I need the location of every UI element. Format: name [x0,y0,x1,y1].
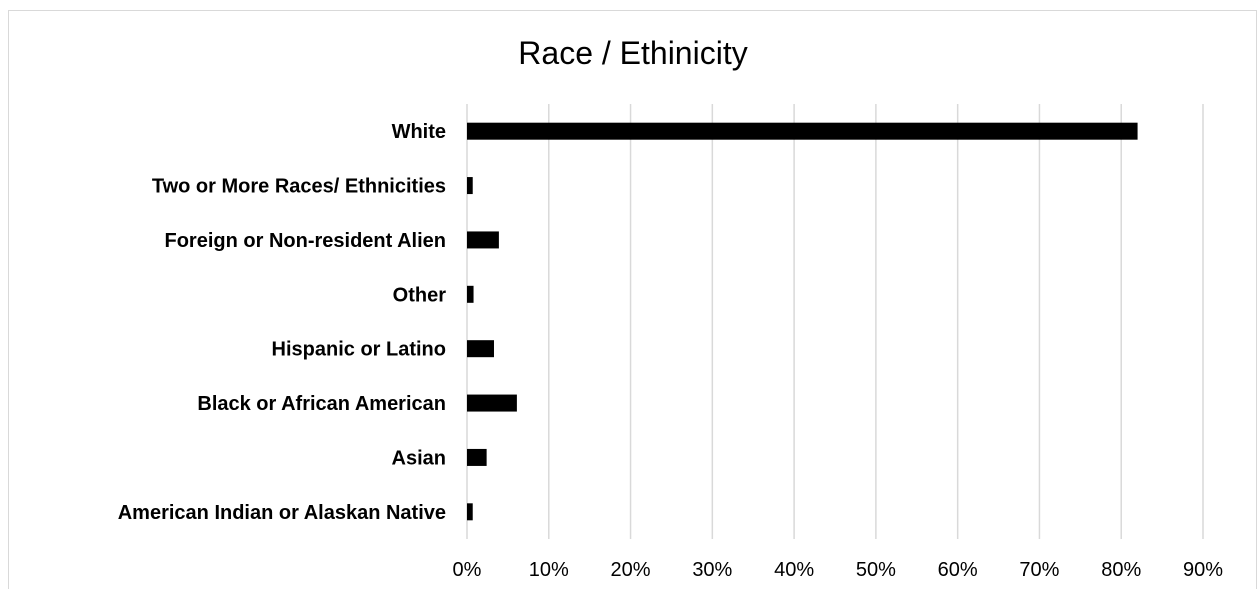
category-label: Two or More Races/ Ethnicities [152,176,446,198]
category-label: Asian [392,447,446,469]
x-tick-label: 70% [1019,559,1059,581]
category-label: Other [393,284,447,306]
bars [467,122,1138,521]
category-label: Foreign or Non-resident Alien [165,230,447,252]
x-tick-label: 40% [774,559,814,581]
gridlines [466,104,1204,539]
category-label: Black or African American [197,393,446,415]
x-tick-label: 80% [1101,559,1141,581]
x-tick-label: 20% [611,559,651,581]
x-tick-label: 30% [692,559,732,581]
bar [467,503,473,521]
bar [467,394,517,412]
bar [467,122,1138,140]
bar [467,285,474,303]
category-labels: White Two or More Races/ Ethnicities Forei… [118,121,446,524]
x-axis-ticks: 0% 10% 20% 30% 40% 50% 60% 70% 80% 90% [453,559,1224,581]
x-tick-label: 10% [529,559,569,581]
bar [467,177,473,195]
bar [467,231,499,249]
x-tick-label: 90% [1183,559,1223,581]
chart-title: Race / Ethinicity [518,35,747,71]
x-tick-label: 50% [856,559,896,581]
category-label: American Indian or Alaskan Native [118,502,446,524]
chart-frame [8,10,1257,589]
x-tick-label: 60% [938,559,978,581]
bar [467,340,494,358]
category-label: Hispanic or Latino [272,339,446,361]
bar [467,448,487,466]
x-tick-label: 0% [453,559,482,581]
category-label: White [392,121,446,143]
